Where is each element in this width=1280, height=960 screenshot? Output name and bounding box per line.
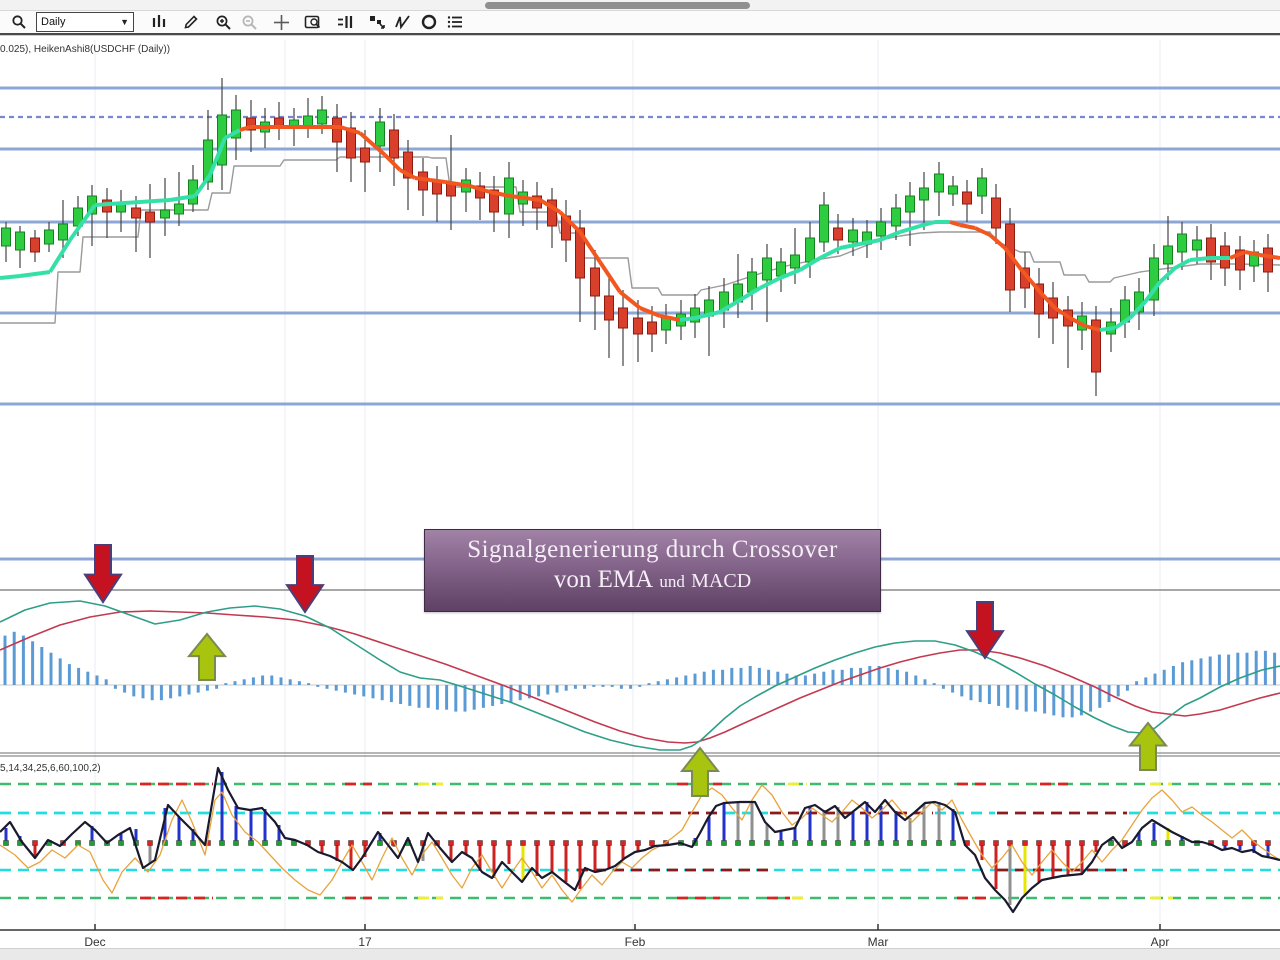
signal-arrow-up-6[interactable] [1127,721,1169,771]
chevron-down-icon: ▼ [120,17,129,27]
ellipse-icon[interactable] [416,12,442,32]
zoom-in-icon[interactable] [210,12,236,32]
signal-arrow-down-3[interactable] [965,601,1005,660]
x-axis-tick-label: Mar [868,935,889,948]
x-axis-tick-label: Feb [625,935,646,948]
annotation-line2: von EMA und MACD [553,566,752,593]
signal-arrow-down-1[interactable] [83,544,123,604]
crosshair-icon[interactable] [268,12,294,32]
zoom-out-icon[interactable] [236,12,262,32]
object-list-icon[interactable] [442,12,468,32]
signal-arrow-up-4[interactable] [186,632,228,681]
x-axis-tick-label: Apr [1151,935,1170,948]
timeframe-value: Daily [41,16,66,28]
indicator-panels-icon[interactable] [332,12,358,32]
annotation-textbox[interactable]: Signalgenerierung durch Crossover von EM… [424,529,881,612]
price-pane-title: 0.025), HeikenAshi8(USDCHF (Daily)) [0,44,171,55]
chart-area[interactable]: Dec 17 Feb Mar Apr 0.025), HeikenAshi8(USDCH… [0,36,1280,948]
search-icon[interactable] [6,12,32,32]
x-axis-tick-label: Dec [84,935,105,948]
signal-arrow-up-5[interactable] [679,746,721,797]
annotation-line1: Signalgenerierung durch Crossover [467,536,838,563]
chart-canvas[interactable]: Dec 17 Feb Mar Apr [0,36,1280,948]
oscillator-pane-label: 5,14,34,25,6,60,100,2) [0,763,101,774]
toolbar-divider [0,33,1280,36]
signal-arrow-down-2[interactable] [285,555,325,614]
draw-pencil-icon[interactable] [178,12,204,32]
main-toolbar: Daily ▼ [0,11,1280,33]
snapshot-icon[interactable] [300,12,326,32]
objects-icon[interactable] [364,12,390,32]
zigzag-icon[interactable] [390,12,416,32]
top-scrollbar-thumb[interactable] [485,2,750,9]
timeframe-select[interactable]: Daily ▼ [36,12,134,32]
x-axis-tick-label: 17 [358,935,372,948]
top-strip [0,0,1280,11]
bottom-status-strip [0,948,1280,960]
chart-type-icon[interactable] [146,12,172,32]
